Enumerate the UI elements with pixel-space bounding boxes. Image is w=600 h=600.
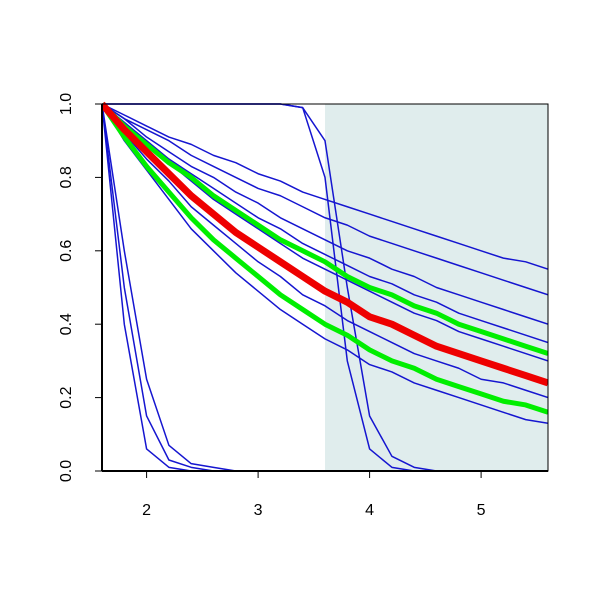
line (102, 102, 548, 356)
y-tick-label: 0.0 (58, 460, 75, 482)
x-tick-label: 2 (142, 502, 151, 519)
line (102, 102, 548, 415)
line (102, 103, 548, 399)
y-tick-label: 0.8 (58, 166, 75, 188)
line (102, 103, 548, 325)
line (102, 103, 548, 344)
line (102, 103, 548, 270)
y-tick-label: 0.6 (58, 240, 75, 262)
x-tick-label: 4 (365, 502, 374, 519)
line (102, 101, 548, 387)
y-tick-label: 1.0 (58, 93, 75, 115)
line (102, 103, 548, 296)
x-tick-label: 3 (254, 502, 263, 519)
y-tick-label: 0.2 (58, 386, 75, 408)
x-tick-label: 5 (477, 502, 486, 519)
line (102, 103, 548, 425)
y-tick-label: 0.4 (58, 313, 75, 335)
